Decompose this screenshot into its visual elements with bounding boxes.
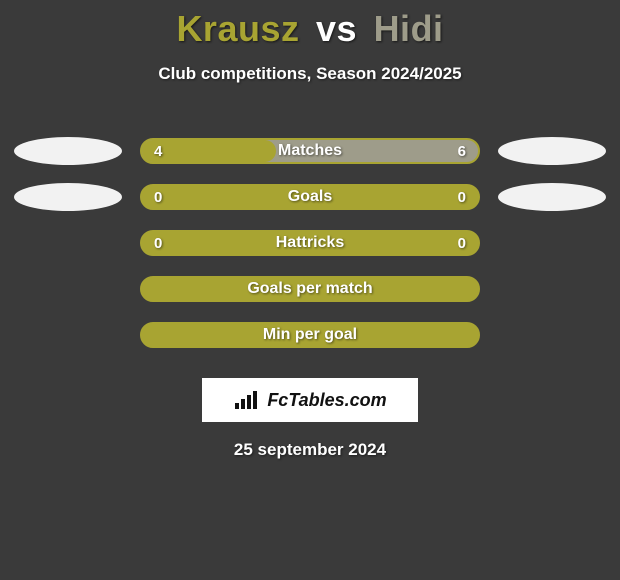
stat-right-value: 0 [458,235,466,252]
right-ellipse [498,183,606,211]
stat-row: 0 Goals 0 [0,174,620,220]
left-ellipse [14,275,122,303]
stat-bar-goals: 0 Goals 0 [140,184,480,210]
left-ellipse [14,229,122,257]
right-ellipse [498,275,606,303]
right-ellipse [498,321,606,349]
subtitle: Club competitions, Season 2024/2025 [0,64,620,84]
barchart-icon [233,389,263,411]
stat-right-value: 0 [458,189,466,206]
page-title: Krausz vs Hidi [0,0,620,50]
stat-bar-matches: 4 Matches 6 [140,138,480,164]
stat-row: 4 Matches 6 [0,128,620,174]
left-ellipse [14,137,122,165]
logo-text: FcTables.com [267,390,386,411]
stats-container: 4 Matches 6 0 Goals 0 0 Hattricks 0 G [0,128,620,358]
right-ellipse [498,137,606,165]
stat-label: Goals per match [247,280,372,298]
stat-label: Hattricks [276,234,344,252]
vs-label: vs [316,8,357,49]
stat-row: Goals per match [0,266,620,312]
stat-row: 0 Hattricks 0 [0,220,620,266]
player2-name: Hidi [374,8,444,49]
date-label: 25 september 2024 [0,440,620,460]
stat-right-value: 6 [458,143,466,160]
stat-left-value: 0 [154,235,162,252]
stat-label: Goals [288,188,332,206]
stat-bar-min-per-goal: Min per goal [140,322,480,348]
right-ellipse [498,229,606,257]
stat-left-value: 4 [154,143,162,160]
player1-name: Krausz [176,8,299,49]
left-ellipse [14,321,122,349]
stat-bar-goals-per-match: Goals per match [140,276,480,302]
logo[interactable]: FcTables.com [202,378,418,422]
stat-label: Min per goal [263,326,357,344]
stat-row: Min per goal [0,312,620,358]
stat-label: Matches [278,142,342,160]
left-ellipse [14,183,122,211]
stat-left-value: 0 [154,189,162,206]
stat-bar-hattricks: 0 Hattricks 0 [140,230,480,256]
